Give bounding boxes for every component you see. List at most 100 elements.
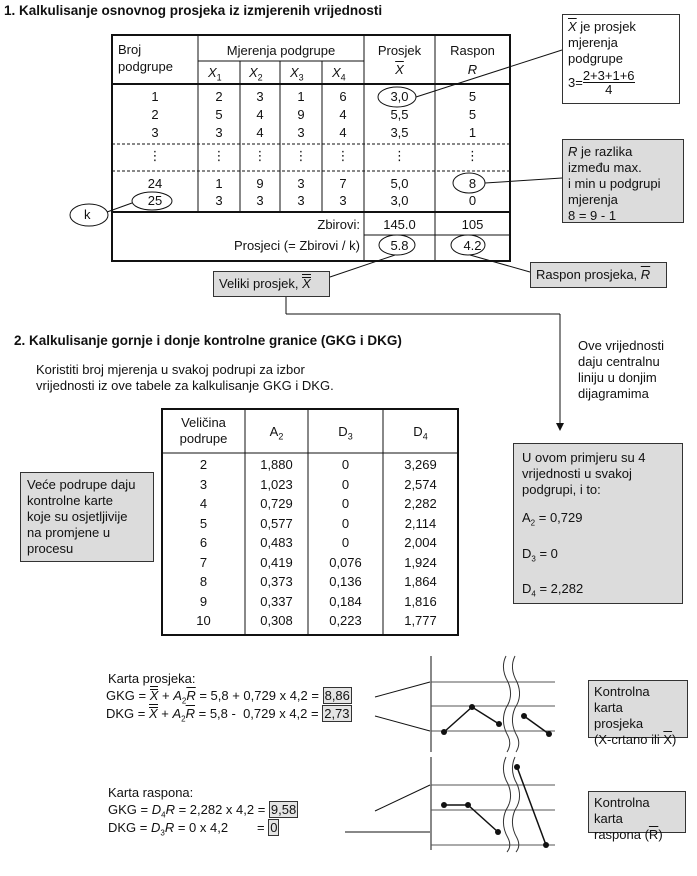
table1-cell: 6 [339, 89, 347, 104]
table2-cell: 1,023 [260, 476, 293, 492]
table1-cell: ⋮ [253, 148, 267, 163]
table1-cell: 3 [339, 193, 347, 208]
table1-cell: 3 [297, 176, 305, 191]
hdr-x1: X1 [208, 65, 222, 83]
table1-cell: ⋮ [212, 148, 226, 163]
table1-cell: 8 [468, 176, 477, 191]
section2-title: 2. Kalkulisanje gornje i donje kontrolne… [14, 333, 402, 348]
table1-cell: 4 [256, 125, 264, 140]
table2-cell: 0,483 [260, 535, 293, 550]
table1-cell: 1 [215, 176, 223, 191]
table1-cell: 24 [147, 176, 163, 191]
table1-cell: ⋮ [336, 148, 350, 163]
hdr-x2: X2 [249, 65, 263, 83]
table1-frame [111, 34, 511, 262]
karta-raspona-dkg: DKG = D3R = 0 x 4,2 = 0 [108, 819, 280, 838]
table2-cell: 0,184 [329, 593, 362, 609]
table1-cell: 1 [151, 89, 159, 104]
table1-cell: ⋮ [148, 148, 162, 163]
table1-cell: 25 [147, 193, 163, 208]
t2-hdr-velicina: Veličina podrupe [179, 415, 228, 446]
table2-cell: 1,864 [404, 574, 437, 589]
zbirovi-r: 105 [461, 217, 484, 232]
table1-cell: 5 [468, 89, 477, 104]
hdr-mjerenja: Mjerenja podgrupe [226, 43, 336, 58]
table1-cell: 3,0 [390, 89, 409, 104]
table2-cell: 7 [199, 554, 208, 570]
table1-cell: 3 [215, 193, 223, 208]
table1-cell: 2 [215, 89, 223, 104]
table2-cell: 0,729 [260, 496, 293, 511]
table1-cell: 3 [256, 193, 264, 208]
table1-cell: 3 [256, 89, 264, 104]
table2-cell: 9 [199, 593, 208, 609]
table2-cell: 6 [199, 535, 208, 550]
table2-cell: 5 [199, 515, 208, 531]
table1-cell: 9 [256, 176, 264, 191]
table2-cell: 2,574 [404, 476, 437, 492]
connector-lines [106, 49, 564, 431]
prosjeci-x: 5.8 [390, 238, 409, 253]
primjer-box: U ovom primjeru su 4 vrijednosti u svako… [513, 443, 683, 604]
section2-intro-2: vrijednosti iz ove tabele za kalkulisanj… [36, 378, 334, 393]
table1-cell: 4 [339, 125, 347, 140]
table1-cell: 3 [151, 125, 159, 140]
table2-cell: 3,269 [404, 457, 437, 472]
table1-cell: 5 [468, 107, 477, 122]
table2-cell: 0,337 [260, 593, 293, 609]
note-r: R je razlika između max. i min u podgrup… [562, 139, 684, 223]
zbirovi-label: Zbirovi: [317, 217, 360, 232]
hdr-prosjek: Prosjek [377, 43, 422, 58]
table2-cell: 0 [341, 476, 350, 492]
table2-cell: 0,373 [260, 574, 293, 589]
table1-cell: 9 [297, 107, 305, 122]
table2-frame [161, 408, 459, 636]
table2-cell: 8 [199, 574, 208, 589]
table2-cell: 0 [341, 515, 350, 531]
zbirovi-x: 145.0 [383, 217, 416, 232]
table2-cell: 1,777 [404, 613, 437, 628]
table2-cell: 0,419 [260, 554, 293, 570]
table2-cell: 0 [341, 457, 350, 472]
kontrolna-karta-prosjeka: Kontrolna karta prosjeka (X-crtano ili X… [588, 680, 688, 747]
hdr-x3: X3 [290, 65, 304, 83]
table1-cell: 3 [297, 193, 305, 208]
table1-cell: 5,5 [390, 107, 409, 122]
veliki-prosjek-box: Veliki prosjek, X [213, 271, 330, 297]
raspon-prosjeka-box: Raspon prosjeka, R [530, 262, 667, 288]
karta-raspona-gkg: GKG = D4R = 2,282 x 4,2 = 9,58 [108, 801, 299, 820]
table1-cell: 3,5 [390, 125, 409, 140]
hdr-xbar: X [395, 62, 404, 77]
centralna-note: Ove vrijednosti daju centralnu liniju u … [578, 338, 664, 401]
chart-prosjeka [430, 655, 555, 753]
chart-prosjeka-points [441, 704, 552, 737]
hdr-x4: X4 [332, 65, 346, 83]
chart-raspona [430, 756, 555, 853]
table2-cell: 3 [199, 476, 208, 492]
t2-hdr-d3: D3 [338, 424, 353, 442]
hdr-podgrupe: podgrupe [118, 59, 173, 74]
table1-cell: 3,0 [390, 193, 409, 208]
k-label: k [84, 207, 91, 222]
table2-cell: 0,136 [329, 574, 362, 589]
kontrolna-karta-raspona: Kontrolna karta raspona (R) [588, 791, 686, 842]
table2-cell: 2,282 [404, 496, 437, 511]
table1-cell: 5 [215, 107, 223, 122]
karta-prosjeka-gkg: GKG = X + A2R = 5,8 + 0,729 x 4,2 = 8,86 [106, 686, 352, 706]
t2-hdr-d4: D4 [413, 424, 428, 442]
prosjeci-r: 4.2 [463, 238, 482, 253]
chart-connectors [345, 681, 431, 833]
table2-cell: 1,816 [404, 593, 437, 609]
table2-cell: 1,880 [260, 457, 293, 472]
table1-cell: 0 [468, 193, 477, 208]
table2-cell: 10 [196, 613, 211, 628]
karta-prosjeka-title: Karta prosjeka: [108, 671, 196, 686]
hdr-r: R [467, 62, 478, 77]
vece-podrupe-note: Veće podrupe daju kontrolne karte koje s… [20, 472, 154, 562]
table1-cell: 4 [256, 107, 264, 122]
table1-cell: 2 [151, 107, 159, 122]
note-xbar: X je prosjek mjerenja podgrupe 3= 2+3+1+… [562, 14, 680, 104]
section2-intro-1: Koristiti broj mjerenja u svakoj podrupi… [36, 362, 305, 377]
table2-cell: 0,577 [260, 515, 293, 531]
